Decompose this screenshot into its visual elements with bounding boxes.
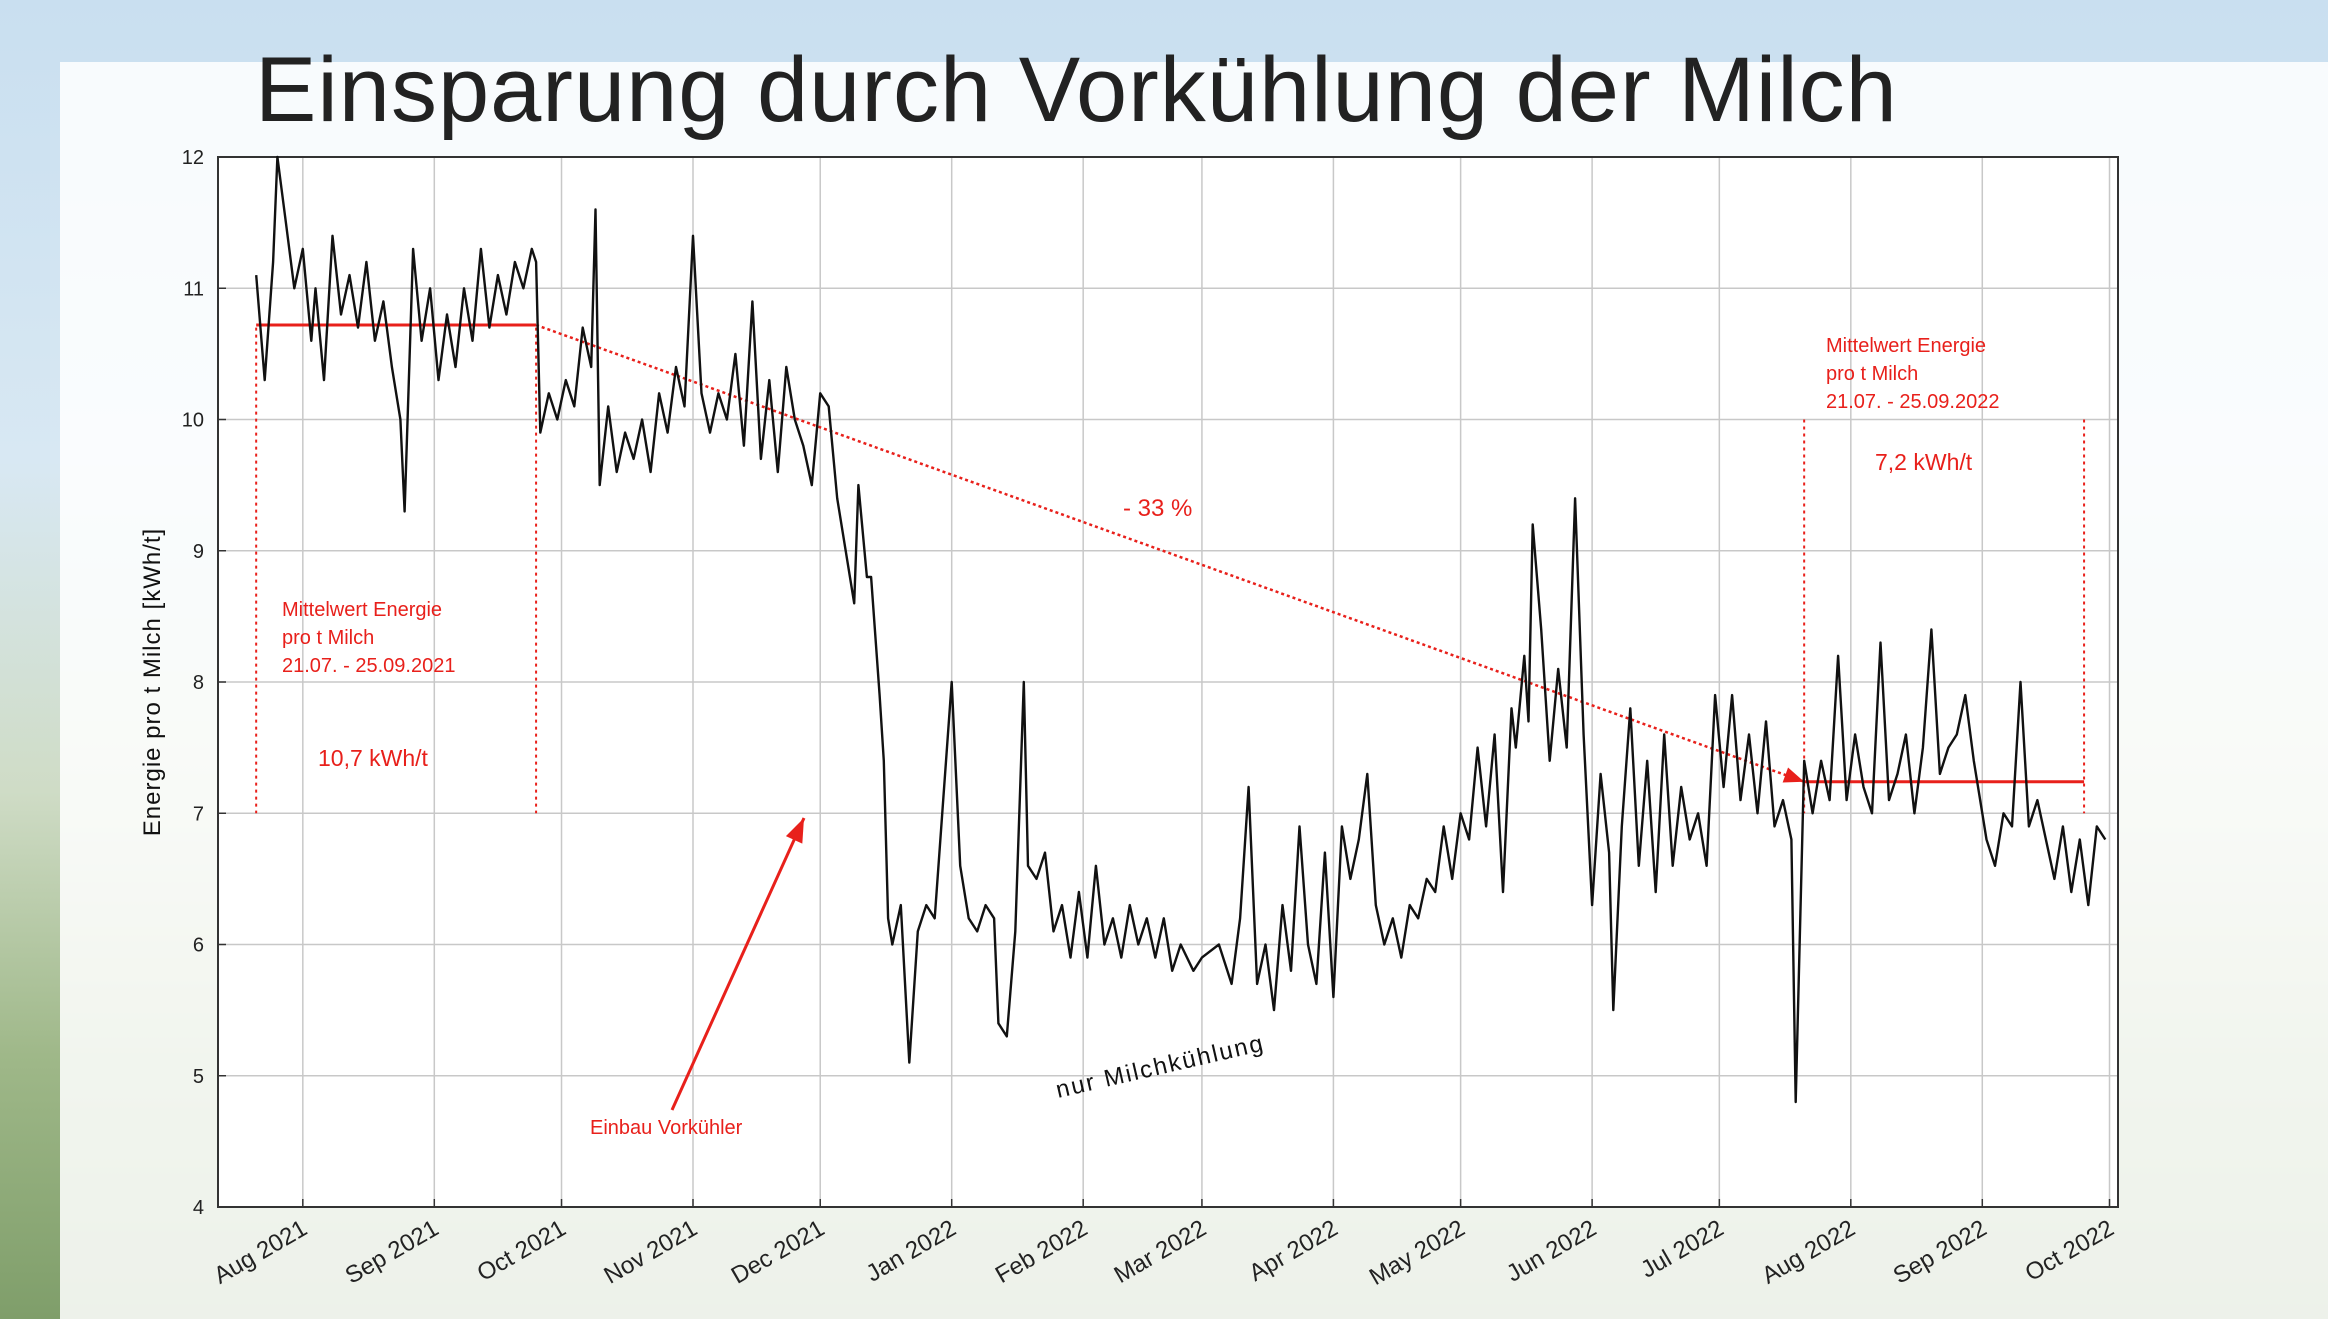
- x-tick-label: Jan 2022: [862, 1215, 961, 1288]
- x-tick-label: May 2022: [1365, 1215, 1470, 1291]
- y-tick-label: 5: [193, 1066, 204, 1088]
- mean-2022-value: 7,2 kWh/t: [1875, 449, 1973, 475]
- plot-frame: [217, 156, 2119, 1208]
- y-tick-label: 9: [193, 541, 204, 563]
- mean-2021-label: 21.07. - 25.09.2021: [282, 655, 455, 677]
- mean-2021-label: pro t Milch: [282, 627, 374, 649]
- mean-2022-label: 21.07. - 25.09.2022: [1826, 391, 1999, 413]
- mean-2022-label: pro t Milch: [1826, 363, 1918, 385]
- y-tick-label: 10: [182, 410, 204, 432]
- series-line: [255, 155, 2107, 1104]
- x-tick-label: Sep 2022: [1889, 1215, 1991, 1290]
- trend-arrowhead: [1782, 767, 1805, 783]
- y-axis-label: Energie pro t Milch [kWh/t]: [139, 528, 166, 836]
- x-tick-label: Aug 2021: [209, 1215, 311, 1290]
- x-tick-label: Dec 2021: [727, 1215, 829, 1290]
- y-tick-label: 4: [193, 1197, 204, 1219]
- x-tick-label: Oct 2021: [473, 1215, 571, 1287]
- installation-arrowhead: [785, 818, 804, 844]
- x-tick-label: Feb 2022: [991, 1215, 1092, 1289]
- installation-label: Einbau Vorkühler: [590, 1117, 743, 1139]
- x-tick-label: Jun 2022: [1502, 1215, 1601, 1288]
- mean-2022-label: Mittelwert Energie: [1826, 335, 1986, 357]
- x-tick-label: Sep 2021: [341, 1215, 443, 1290]
- series-group: [255, 155, 2107, 1104]
- x-tick-label: Aug 2022: [1757, 1215, 1859, 1290]
- y-tick-label: 11: [183, 278, 204, 300]
- y-tick-label: 8: [193, 672, 204, 694]
- slide-title: Einsparung durch Vorkühlung der Milch: [255, 39, 1898, 141]
- reduction-label: - 33 %: [1123, 495, 1192, 522]
- y-tick-label: 6: [193, 935, 204, 957]
- x-tick-label: Mar 2022: [1110, 1215, 1211, 1289]
- mean-2021-label: Mittelwert Energie: [282, 599, 442, 621]
- x-tick-label: Apr 2022: [1245, 1215, 1343, 1287]
- x-tick-label: Oct 2022: [2021, 1215, 2119, 1287]
- x-tick-label: Jul 2022: [1636, 1215, 1728, 1284]
- y-tick-label: 7: [193, 803, 204, 825]
- mean-2021-value: 10,7 kWh/t: [318, 745, 429, 771]
- x-tick-label: Nov 2021: [600, 1215, 702, 1290]
- y-tick-label: 12: [182, 147, 204, 169]
- installation-arrow: [670, 817, 806, 1111]
